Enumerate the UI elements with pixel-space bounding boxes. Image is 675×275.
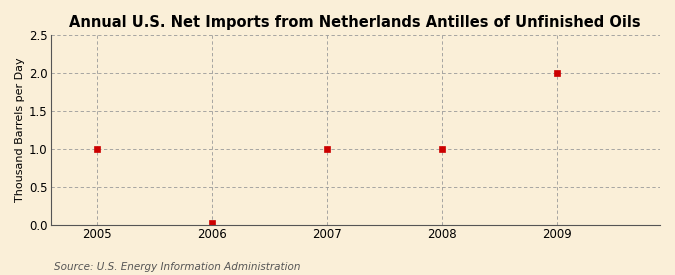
Title: Annual U.S. Net Imports from Netherlands Antilles of Unfinished Oils: Annual U.S. Net Imports from Netherlands…: [70, 15, 641, 30]
Text: Source: U.S. Energy Information Administration: Source: U.S. Energy Information Administ…: [54, 262, 300, 272]
Y-axis label: Thousand Barrels per Day: Thousand Barrels per Day: [15, 58, 25, 202]
